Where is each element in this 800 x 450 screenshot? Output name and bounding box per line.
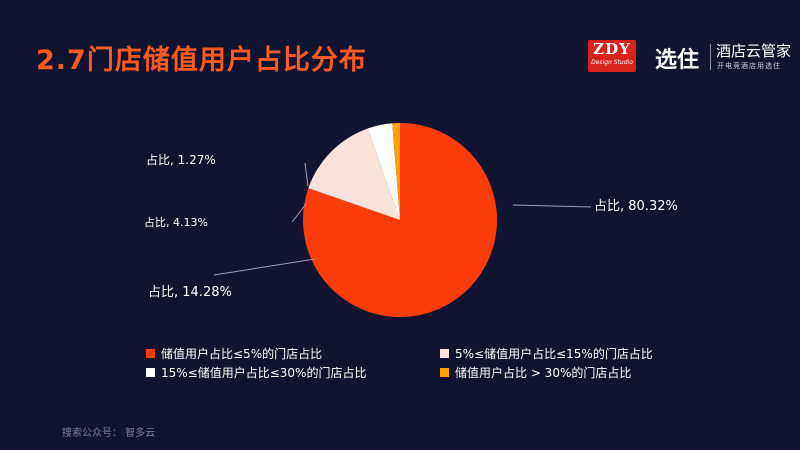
- brand-slogan: 开电竞酒店用选住: [717, 62, 781, 70]
- legend-label-2: 15%≤储值用户占比≤30%的门店占比: [161, 366, 367, 380]
- slice-label-0: 占比, 80.32%: [594, 199, 678, 215]
- brand-mark: 选住: [655, 48, 700, 73]
- leader-line-1: [213, 258, 316, 276]
- leader-line-0: [512, 204, 592, 208]
- legend-swatch-2: [146, 368, 155, 377]
- legend-swatch-1: [440, 349, 449, 358]
- pie-slice-2: [367, 123, 400, 220]
- zdy-logo-text: ZDY: [593, 40, 631, 58]
- pie-slice-0: [303, 123, 498, 317]
- pie-slice-1: [308, 128, 400, 220]
- brand-name: 酒店云管家: [716, 42, 792, 60]
- legend-item-0: 储值用户占比≤5%的门店占比: [146, 345, 322, 362]
- leader-line-2: [291, 203, 307, 223]
- slice-label-1: 占比, 14.28%: [148, 285, 232, 301]
- legend-item-1: 5%≤储值用户占比≤15%的门店占比: [440, 345, 653, 362]
- slice-label-3: 占比, 1.27%: [146, 152, 216, 167]
- legend-swatch-0: [146, 349, 155, 358]
- legend-item-3: 储值用户占比 > 30%的门店占比: [440, 364, 631, 381]
- legend-label-1: 5%≤储值用户占比≤15%的门店占比: [455, 347, 653, 361]
- leader-line-3: [304, 162, 309, 187]
- legend-swatch-3: [440, 368, 449, 377]
- legend-label-3: 储值用户占比 > 30%的门店占比: [455, 366, 632, 380]
- zdy-logo-subtext: Design Studio: [591, 59, 633, 66]
- pie-slice-3: [392, 123, 400, 220]
- legend-label-0: 储值用户占比≤5%的门店占比: [161, 347, 323, 361]
- legend-item-2: 15%≤储值用户占比≤30%的门店占比: [146, 364, 366, 381]
- brand-divider: [710, 44, 711, 70]
- zdy-logo: ZDY Design Studio: [588, 40, 636, 72]
- footer-text: 搜索公众号： 智多云: [62, 428, 156, 439]
- slice-label-2: 占比, 4.13%: [144, 216, 208, 230]
- page-title: 2.7门店储值用户占比分布: [36, 45, 367, 76]
